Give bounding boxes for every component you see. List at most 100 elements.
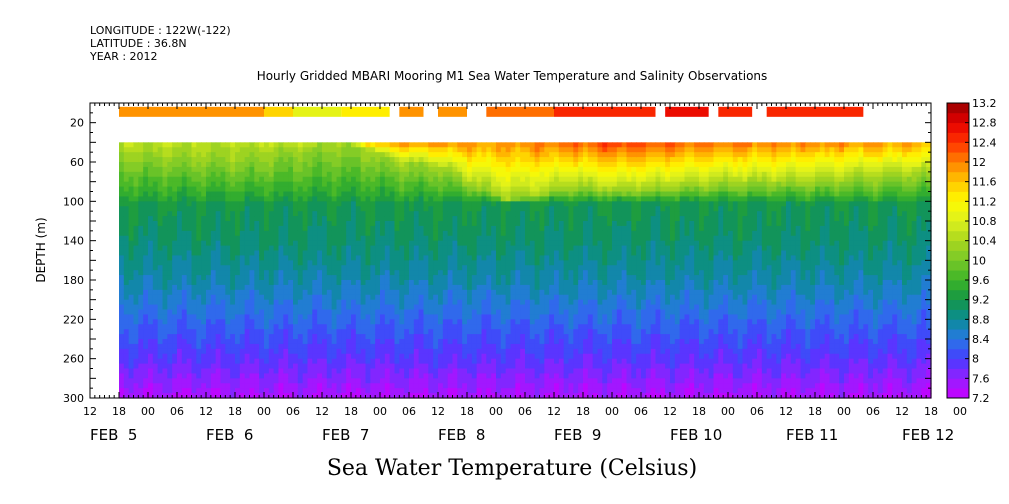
heatmap-cell [162, 294, 168, 301]
heatmap-cell [399, 270, 405, 276]
heatmap-cell [312, 275, 318, 281]
heatmap-cell [302, 157, 309, 163]
heatmap-cell [278, 299, 284, 306]
heatmap-cell [302, 152, 309, 158]
heatmap-cell [568, 255, 574, 261]
heatmap-cell [384, 211, 391, 217]
heatmap-cell [389, 255, 396, 261]
heatmap-cell [210, 225, 217, 232]
heatmap-cell [346, 142, 352, 148]
heatmap-cell [172, 191, 178, 198]
heatmap-cell [394, 221, 400, 227]
heatmap-cell [409, 162, 415, 168]
heatmap-cell [317, 245, 323, 252]
heatmap-cell [172, 162, 178, 168]
heatmap-cell [273, 275, 280, 281]
heatmap-cell [148, 216, 154, 222]
heatmap-cell [138, 196, 144, 202]
heatmap-cell [529, 240, 536, 247]
heatmap-cell [162, 329, 168, 335]
heatmap-cell [244, 280, 251, 286]
heatmap-cell [196, 166, 202, 173]
heatmap-cell [476, 240, 483, 247]
heatmap-cell [220, 181, 226, 188]
heatmap-cell [438, 319, 444, 325]
heatmap-cell [220, 368, 226, 375]
heatmap-cell [389, 299, 396, 306]
heatmap-cell [355, 275, 362, 281]
heatmap-cell [307, 181, 313, 188]
heatmap-cell [471, 284, 478, 291]
heatmap-cell [302, 383, 309, 389]
heatmap-cell [365, 245, 371, 252]
heatmap-cell [293, 142, 299, 148]
heatmap-cell [148, 334, 154, 340]
heatmap-cell [317, 196, 323, 202]
heatmap-cell [573, 250, 579, 257]
heatmap-cell [554, 255, 560, 261]
heatmap-cell [573, 206, 579, 212]
heatmap-cell [336, 250, 342, 257]
heatmap-cell [249, 201, 255, 207]
heatmap-cell [264, 393, 270, 399]
heatmap-cell [326, 329, 333, 335]
heatmap-cell [133, 289, 139, 296]
heatmap-cell [481, 265, 487, 271]
heatmap-cell [389, 142, 396, 148]
heatmap-cell [563, 270, 570, 276]
heatmap-cell [341, 201, 347, 207]
heatmap-cell [554, 147, 560, 153]
heatmap-cell [418, 186, 425, 193]
heatmap-cell [172, 309, 178, 316]
heatmap-cell [297, 334, 304, 340]
heatmap-cell [525, 225, 531, 232]
heatmap-cell [331, 329, 338, 335]
heatmap-cell [123, 166, 130, 173]
heatmap-cell [123, 289, 130, 296]
heatmap-cell [423, 157, 429, 163]
heatmap-cell [563, 221, 570, 227]
heatmap-cell [326, 260, 333, 266]
heatmap-cell [578, 324, 584, 330]
heatmap-cell [210, 235, 217, 242]
heatmap-cell [534, 363, 541, 370]
heatmap-cell [177, 206, 183, 212]
heatmap-cell [138, 216, 144, 222]
heatmap-cell [259, 299, 265, 306]
heatmap-cell [375, 304, 381, 311]
heatmap-cell [471, 368, 478, 375]
heatmap-cell [162, 319, 168, 325]
heatmap-cell [317, 289, 323, 296]
heatmap-cell [462, 162, 468, 168]
heatmap-cell [312, 191, 318, 198]
heatmap-cell [384, 162, 391, 168]
heatmap-cell [452, 353, 458, 360]
heatmap-cell [529, 245, 536, 252]
heatmap-cell [409, 176, 415, 183]
heatmap-cell [447, 343, 454, 350]
heatmap-cell [578, 260, 584, 266]
heatmap-cell [525, 314, 531, 320]
heatmap-cell [467, 162, 473, 168]
heatmap-cell [467, 304, 473, 311]
heatmap-cell [273, 211, 280, 217]
heatmap-cell [360, 260, 367, 266]
heatmap-cell [288, 314, 294, 320]
heatmap-cell [355, 393, 362, 399]
heatmap-cell [554, 348, 560, 355]
heatmap-cell [554, 353, 560, 360]
heatmap-cell [336, 358, 342, 365]
heatmap-cell [486, 176, 492, 183]
heatmap-cell [428, 358, 434, 365]
heatmap-cell [293, 221, 299, 227]
heatmap-cell [331, 358, 338, 365]
heatmap-cell [505, 221, 512, 227]
heatmap-cell [225, 162, 231, 168]
heatmap-cell [302, 260, 309, 266]
heatmap-cell [143, 314, 149, 320]
heatmap-cell [481, 186, 487, 193]
heatmap-cell [360, 206, 367, 212]
heatmap-cell [239, 373, 246, 379]
heatmap-cell [351, 171, 357, 178]
heatmap-cell [442, 304, 449, 311]
